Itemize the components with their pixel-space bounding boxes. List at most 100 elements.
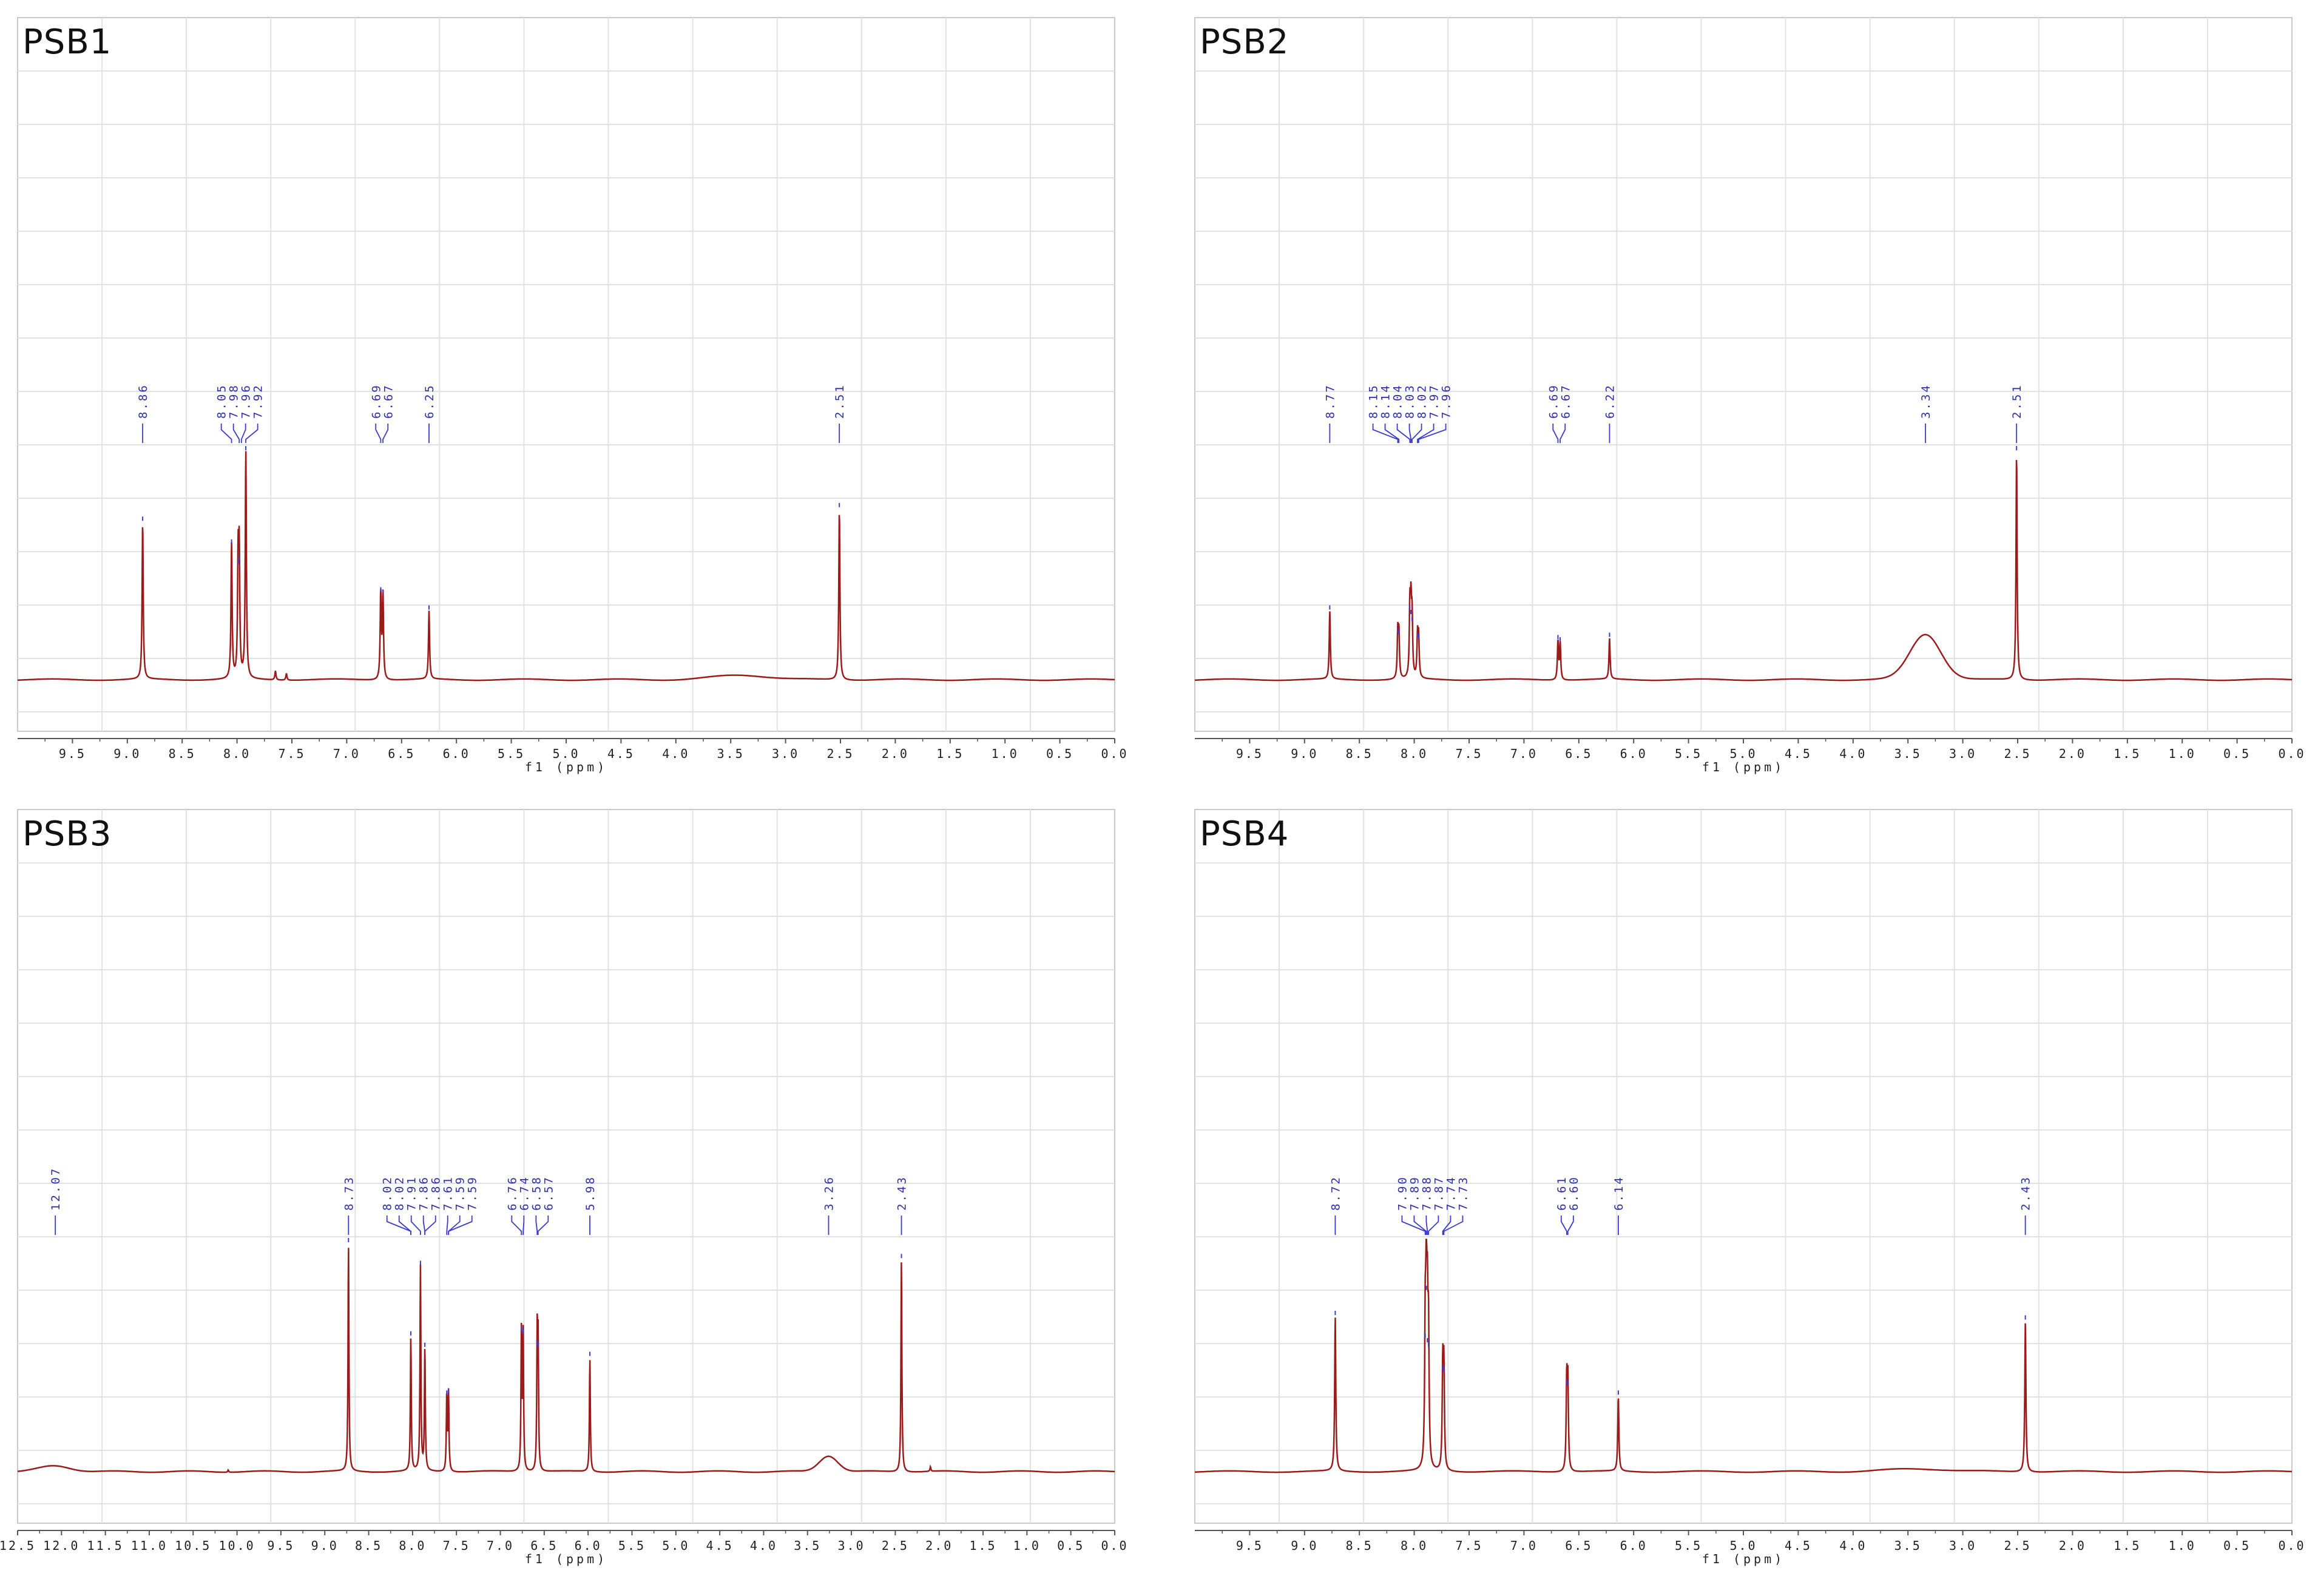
x-tick-label: 7.0: [1510, 746, 1538, 761]
peak-label: 7.97: [1428, 384, 1441, 419]
peak-label: 7.87: [1432, 1175, 1445, 1211]
peak-label: 2.51: [2010, 384, 2024, 419]
panel-title: PSB3: [22, 814, 112, 854]
x-tick-label: 9.5: [1236, 1538, 1263, 1553]
x-tick-label: 2.5: [2004, 1538, 2031, 1553]
peak-label-connector: [1418, 424, 1447, 443]
peak-label: 7.92: [252, 384, 265, 419]
x-tick-label: 4.5: [706, 1538, 734, 1553]
peak-label-connector: [1396, 424, 1411, 443]
peak-label: 7.74: [1444, 1175, 1458, 1211]
peak-label-connector: [410, 1216, 421, 1235]
peak-label: 7.73: [1456, 1175, 1470, 1211]
peak-label-connector: [375, 424, 382, 443]
peak-label-connector: [220, 424, 232, 443]
peak-label: 7.96: [240, 384, 253, 419]
x-tick-label: 6.0: [1620, 1538, 1648, 1553]
x-tick-label: 7.5: [1455, 746, 1482, 761]
peak-label-connector: [537, 1216, 549, 1235]
x-tick-label: 6.0: [443, 746, 470, 761]
x-tick-label: 2.5: [882, 1538, 909, 1553]
x-tick-label: 0.0: [2278, 746, 2305, 761]
x-tick-label: 4.5: [1785, 746, 1812, 761]
x-tick-label: 3.5: [717, 746, 745, 761]
x-tick-label: 5.0: [1729, 746, 1757, 761]
x-tick-label: 4.0: [1839, 746, 1867, 761]
x-tick-label: 2.0: [925, 1538, 953, 1553]
x-tick-label: 8.5: [355, 1538, 382, 1553]
x-tick-label: 11.5: [87, 1538, 124, 1553]
x-tick-label: 7.5: [278, 746, 305, 761]
spectrum-trace: [17, 1248, 1115, 1473]
panel-title: PSB1: [22, 22, 112, 62]
x-tick-label: 5.5: [1675, 1538, 1702, 1553]
x-tick-label: 2.0: [882, 746, 909, 761]
peak-label: 6.14: [1612, 1175, 1626, 1211]
x-tick-label: 1.0: [2169, 1538, 2196, 1553]
peak-label: 7.59: [454, 1175, 467, 1211]
x-tick-label: 3.5: [794, 1538, 821, 1553]
peak-label: 8.02: [381, 1175, 394, 1211]
peak-label: 8.04: [1391, 384, 1405, 419]
x-tick-label: 1.5: [936, 746, 964, 761]
x-tick-label: 5.5: [498, 746, 525, 761]
x-tick-label: 7.0: [487, 1538, 514, 1553]
x-tick-label: 8.0: [223, 746, 251, 761]
x-tick-label: 0.0: [1101, 746, 1128, 761]
spectrum-panel-psb4: 9.5 9.0 8.5 8.0 7.5 7.0 6.5 6.0 5.5 5.0 4.5 4.0 3.5 3…: [1192, 807, 2304, 1572]
x-tick-label: 4.5: [1785, 1538, 1812, 1553]
peak-label: 6.76: [505, 1175, 519, 1211]
x-tick-label: 1.0: [2169, 746, 2196, 761]
x-tick-label: 8.5: [1346, 1538, 1373, 1553]
peak-label: 7.90: [1396, 1175, 1409, 1211]
x-tick-label: 4.0: [1839, 1538, 1867, 1553]
x-tick-label: 5.0: [552, 746, 580, 761]
spectrum-trace: [1194, 459, 2292, 681]
peak-label-connector: [535, 1216, 538, 1235]
peak-label-connector: [1428, 1216, 1439, 1235]
peak-label-connector: [1442, 1216, 1452, 1235]
x-tick-label: 3.5: [1894, 746, 1922, 761]
peak-label: 6.69: [370, 384, 383, 419]
peak-label: 8.03: [1404, 384, 1417, 419]
x-tick-label: 3.5: [1894, 1538, 1922, 1553]
peak-label: 3.26: [822, 1175, 836, 1211]
x-tick-label: 5.5: [618, 1538, 646, 1553]
x-tick-label: 7.5: [1455, 1538, 1482, 1553]
peak-label: 7.86: [430, 1175, 443, 1211]
x-tick-label: 1.0: [1013, 1538, 1041, 1553]
x-axis-label: f1 (ppm): [525, 1552, 607, 1566]
peak-label: 7.59: [466, 1175, 479, 1211]
x-tick-label: 1.5: [2114, 746, 2141, 761]
x-tick-label: 4.5: [607, 746, 635, 761]
x-tick-label: 3.0: [1949, 746, 1976, 761]
x-tick-label: 7.0: [333, 746, 360, 761]
peak-label: 8.14: [1379, 384, 1393, 419]
x-tick-label: 6.5: [388, 746, 415, 761]
x-tick-label: 0.5: [1046, 746, 1073, 761]
peak-label: 6.58: [530, 1175, 543, 1211]
x-tick-label: 8.5: [1346, 746, 1373, 761]
peak-label: 8.86: [137, 384, 150, 419]
peak-label: 6.67: [382, 384, 395, 419]
peak-label: 7.89: [1408, 1175, 1421, 1211]
peak-label: 2.51: [833, 384, 847, 419]
x-tick-label: 4.0: [750, 1538, 777, 1553]
peak-label: 6.61: [1555, 1175, 1569, 1211]
peak-label: 7.86: [417, 1175, 431, 1211]
x-axis-label: f1 (ppm): [1702, 760, 1785, 774]
x-tick-label: 6.0: [575, 1538, 602, 1553]
peak-label-connector: [240, 424, 246, 443]
peak-label: 6.25: [423, 384, 436, 419]
x-tick-label: 6.5: [1565, 1538, 1592, 1553]
x-tick-label: 1.5: [2114, 1538, 2141, 1553]
plot-frame: [17, 17, 1115, 732]
nmr-spectrum-chart: 9.5 9.0 8.5 8.0 7.5 7.0 6.5 6.0 5.5 5.0 4.5 4.0 3.5 3…: [1194, 17, 2304, 774]
x-tick-label: 2.5: [826, 746, 854, 761]
x-tick-label: 6.5: [530, 1538, 558, 1553]
peak-label: 6.60: [1567, 1175, 1581, 1211]
peak-label: 7.98: [228, 384, 241, 419]
peak-label: 8.05: [215, 384, 229, 419]
x-axis-label: f1 (ppm): [525, 760, 607, 774]
peak-label-connector: [1401, 1216, 1426, 1235]
